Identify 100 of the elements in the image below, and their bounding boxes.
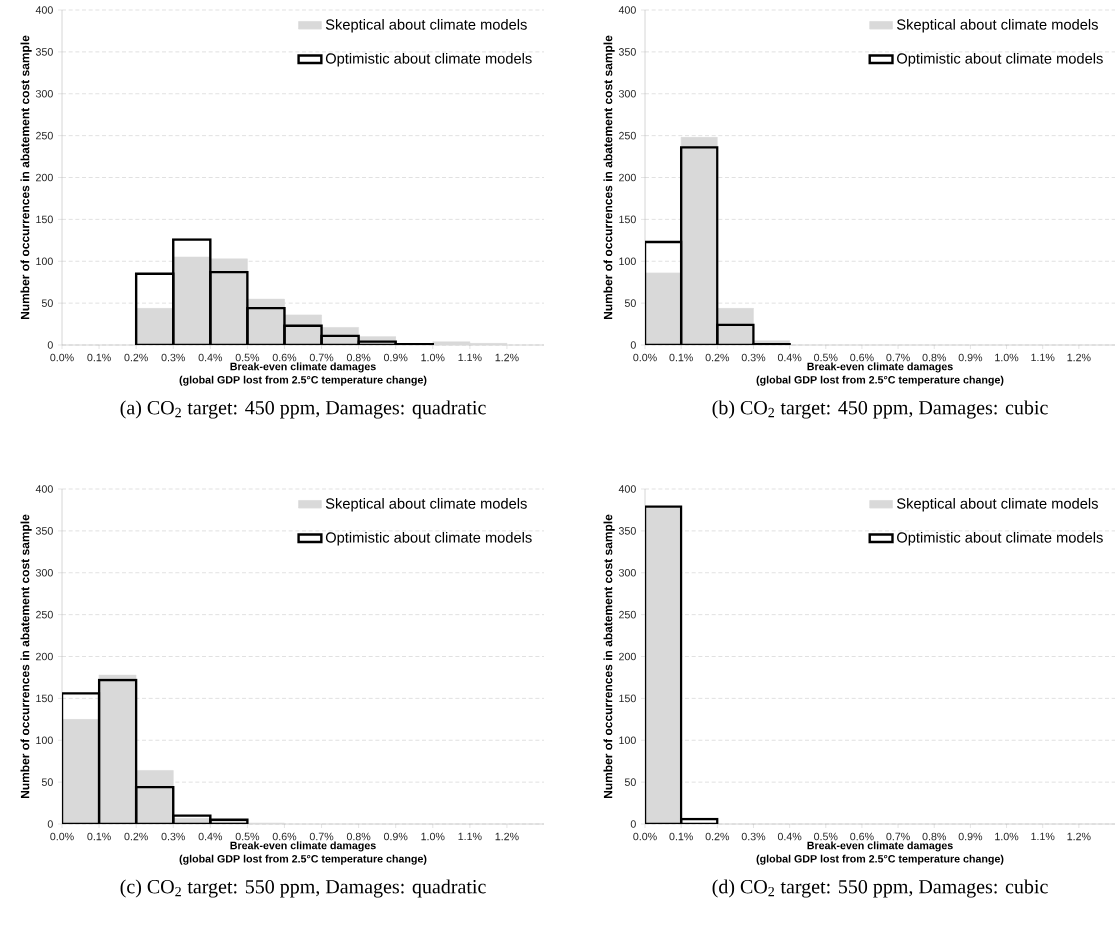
x-tick-label: 0.4% <box>198 353 223 362</box>
x-tick-label: 0.0% <box>50 353 74 362</box>
x-tick-label: 0.9% <box>383 353 408 362</box>
x-tick-label: 0.3% <box>741 832 766 841</box>
legend-label: Optimistic about climate models <box>325 531 532 546</box>
y-axis-title: Number of occurrences in abatement cost sample <box>20 35 32 320</box>
legend-label: Optimistic about climate models <box>325 52 532 67</box>
y-tick-label: 250 <box>36 131 53 140</box>
x-axis-title: Break-even climate damages <box>230 362 376 373</box>
y-axis-title: Number of occurrences in abatement cost sample <box>20 514 32 799</box>
y-tick-label: 200 <box>619 173 636 182</box>
y-tick-label: 100 <box>36 257 53 266</box>
x-tick-label: 0.3% <box>161 832 186 841</box>
x-tick-label: 0.7% <box>886 353 910 362</box>
y-tick-label: 400 <box>35 485 53 493</box>
x-tick-label: 0.6% <box>272 832 297 841</box>
y-tick-label: 50 <box>41 778 53 786</box>
x-tick-label: 0.6% <box>272 353 297 362</box>
x-tick-label: 0.6% <box>850 832 874 841</box>
y-tick-label: 150 <box>619 215 636 224</box>
y-tick-label: 200 <box>619 652 636 661</box>
y-tick-label: 0 <box>630 820 636 828</box>
legend-label: Optimistic about climate models <box>897 531 1103 546</box>
x-tick-label: 0.5% <box>814 353 838 362</box>
x-tick-label: 0.1% <box>87 353 111 362</box>
y-tick-label: 50 <box>624 299 636 307</box>
y-tick-label: 300 <box>618 568 636 577</box>
text: (a) CO$_{2}$ target: 450 ppm, Damages: quadratic <box>120 400 486 419</box>
y-tick-label: 300 <box>35 89 53 98</box>
x-tick-label: 0.2% <box>124 832 148 841</box>
x-tick-label: 0.5% <box>235 353 260 362</box>
x-tick-label: 1.0% <box>995 832 1019 841</box>
x-tick-label: 0.7% <box>309 832 334 841</box>
x-tick-label: 1.2% <box>495 832 519 841</box>
legend-label: Skeptical about climate models <box>897 18 1098 33</box>
y-tick-label: 200 <box>36 173 53 182</box>
x-tick-label: 0.8% <box>922 832 947 841</box>
legend-label: Skeptical about climate models <box>325 497 527 512</box>
y-tick-label: 0 <box>47 341 53 349</box>
x-tick-label: 0.1% <box>87 832 111 841</box>
x-tick-label: 0.8% <box>922 353 947 362</box>
x-tick-label: 1.2% <box>495 353 519 362</box>
y-tick-label: 250 <box>36 610 53 619</box>
y-tick-label: 0 <box>47 820 53 828</box>
y-tick-label: 150 <box>619 694 636 703</box>
x-tick-label: 0.4% <box>777 353 802 362</box>
y-tick-label: 200 <box>36 652 53 661</box>
legend-label: Optimistic about climate models <box>897 52 1103 67</box>
y-axis-title: Number of occurrences in abatement cost sample <box>603 514 615 799</box>
y-tick-label: 400 <box>618 6 636 14</box>
y-tick-label: 0 <box>630 341 636 349</box>
x-tick-label: 1.0% <box>421 353 445 362</box>
y-tick-label: 300 <box>618 89 636 98</box>
text: (global GDP lost from 2.5°C temperature change) <box>179 375 427 386</box>
y-tick-label: 50 <box>41 299 53 307</box>
x-tick-label: 0.2% <box>124 353 148 362</box>
text: (b) CO$_{2}$ target: 450 ppm, Damages: cubic <box>712 400 1048 419</box>
x-tick-label: 0.8% <box>346 832 371 841</box>
x-tick-label: 0.6% <box>850 353 874 362</box>
x-tick-label: 0.1% <box>669 353 693 362</box>
x-tick-label: 1.0% <box>995 353 1019 362</box>
x-tick-label: 1.2% <box>1067 832 1091 841</box>
x-tick-label: 0.8% <box>346 353 371 362</box>
x-tick-label: 0.7% <box>309 353 334 362</box>
y-tick-label: 400 <box>618 485 636 493</box>
x-tick-label: 0.5% <box>235 832 260 841</box>
text: (d) CO$_{2}$ target: 550 ppm, Damages: cubic <box>712 879 1048 898</box>
y-tick-label: 350 <box>618 527 636 535</box>
x-tick-label: 0.3% <box>741 353 766 362</box>
x-axis-title: Break-even climate damages <box>807 362 953 373</box>
y-tick-label: 350 <box>618 48 636 56</box>
y-tick-label: 100 <box>619 736 636 745</box>
x-tick-label: 0.7% <box>886 832 910 841</box>
x-tick-label: 0.0% <box>633 832 657 841</box>
x-tick-label: 0.0% <box>633 353 657 362</box>
y-tick-label: 150 <box>36 694 53 703</box>
x-tick-label: 0.1% <box>669 832 693 841</box>
text: (global GDP lost from 2.5°C temperature change) <box>756 854 1004 865</box>
x-tick-label: 0.0% <box>50 832 74 841</box>
x-tick-label: 0.9% <box>383 832 408 841</box>
y-tick-label: 350 <box>35 48 53 56</box>
x-tick-label: 0.9% <box>958 832 983 841</box>
x-tick-label: 0.2% <box>705 832 730 841</box>
x-tick-label: 0.3% <box>161 353 186 362</box>
y-tick-label: 100 <box>619 257 636 266</box>
x-tick-label: 0.2% <box>705 353 730 362</box>
y-tick-label: 400 <box>35 6 53 14</box>
text: (global GDP lost from 2.5°C temperature change) <box>756 375 1004 386</box>
x-tick-label: 0.5% <box>814 832 838 841</box>
x-tick-label: 0.4% <box>198 832 223 841</box>
x-tick-label: 0.4% <box>777 832 802 841</box>
y-tick-label: 350 <box>35 527 53 535</box>
text: (c) CO$_{2}$ target: 550 ppm, Damages: quadratic <box>120 879 486 898</box>
legend-label: Skeptical about climate models <box>897 497 1098 512</box>
legend-label: Skeptical about climate models <box>325 18 527 33</box>
x-tick-label: 1.2% <box>1067 353 1091 362</box>
y-tick-label: 50 <box>624 778 636 786</box>
y-tick-label: 150 <box>36 215 53 224</box>
text: (global GDP lost from 2.5°C temperature change) <box>179 854 427 865</box>
x-tick-label: 0.9% <box>958 353 983 362</box>
